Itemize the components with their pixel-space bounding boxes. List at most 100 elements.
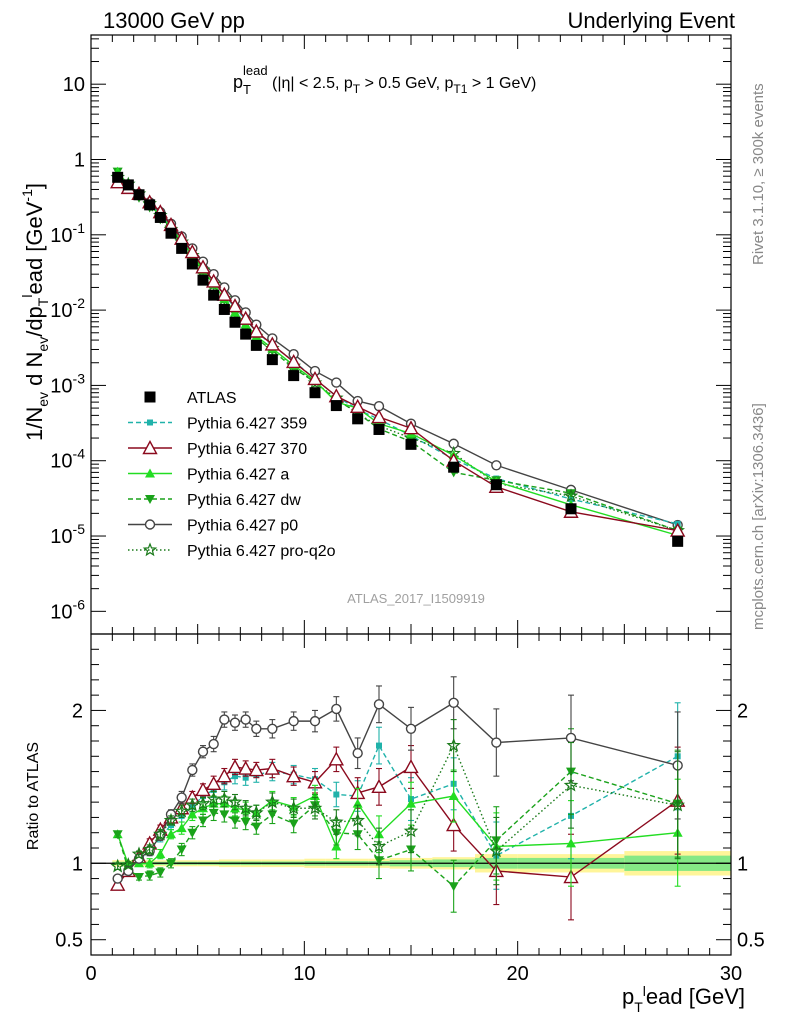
data-marker-down-triangle (144, 871, 155, 881)
data-marker-down-triangle (219, 810, 230, 820)
data-marker-square (208, 289, 220, 301)
data-marker-star (227, 794, 243, 809)
data-marker-down-triangle (187, 828, 198, 838)
data-marker-triangle (448, 791, 459, 801)
data-marker-star (195, 796, 211, 810)
data-marker-open-triangle (205, 775, 222, 790)
data-marker-square (266, 354, 278, 366)
legend-item-pp0: Pythia 6.427 p0 (128, 518, 298, 535)
data-marker-square-small (232, 773, 238, 780)
ratio-y-tick-label: 2 (72, 700, 83, 722)
data-marker-square (490, 479, 502, 491)
data-marker-square-small (333, 791, 340, 798)
data-marker-star (286, 800, 301, 815)
main-plot-panel: 10-6 10-5 10-4 10-3 10-2 10-1 1 10 (50, 34, 732, 635)
data-marker-square (565, 503, 577, 515)
data-marker-down-triangle (145, 495, 155, 504)
data-marker-open-triangle (216, 768, 233, 783)
data-marker-star (185, 797, 200, 812)
data-marker-triangle (176, 823, 187, 833)
data-marker-open-circle (229, 717, 241, 728)
data-marker-open-triangle (184, 244, 201, 259)
data-marker-open-triangle (264, 336, 281, 351)
data-marker-square (250, 339, 262, 351)
data-marker-open-circle (240, 714, 251, 725)
data-marker-triangle (566, 838, 576, 848)
data-marker-square (154, 211, 166, 223)
data-marker-star (446, 737, 461, 752)
data-marker-open-triangle (195, 781, 211, 797)
svg-text:1/Nev d Nev/dpTlead [GeV-1]: 1/Nev d Nev/dpTlead [GeV-1] (19, 183, 51, 441)
data-marker-open-circle (565, 732, 577, 744)
data-marker-open-circle (491, 460, 502, 471)
data-marker-star (163, 812, 179, 827)
series-atlas (112, 171, 684, 547)
data-marker-square (448, 461, 460, 473)
data-marker-open-circle (352, 748, 363, 759)
y-tick-label: 10-6 (50, 596, 85, 623)
legend-label-pdw: Pythia 6.427 dw (187, 492, 301, 509)
data-marker-star (670, 797, 685, 812)
legend-item-pdw: Pythia 6.427 dw (128, 492, 301, 509)
data-marker-open-triangle (445, 817, 462, 832)
x-tick-label: 10 (293, 963, 315, 985)
data-marker-open-circle (208, 738, 219, 750)
data-marker-down-triangle (448, 882, 459, 892)
data-marker-down-triangle (166, 859, 176, 869)
ratio-y-tick-label-right: 2 (737, 700, 748, 722)
data-marker-open-triangle (349, 398, 366, 414)
data-marker-down-triangle (176, 845, 187, 855)
data-marker-star (371, 838, 387, 853)
y-tick-label: 10-1 (50, 220, 85, 247)
legend-label-p359: Pythia 6.427 359 (187, 416, 307, 433)
plot-title: pTlead (|η| < 2.5, pT > 0.5 GeV, pT1 > 1… (233, 63, 536, 97)
legend-label-atlas: ATLAS (187, 390, 237, 407)
legend-item-pa: Pythia 6.427 a (128, 467, 289, 484)
legend-label-pp0: Pythia 6.427 p0 (187, 518, 298, 535)
data-marker-star (265, 794, 280, 809)
data-marker-open-circle (331, 377, 342, 388)
data-marker-open-triangle (205, 273, 222, 288)
legend: ATLAS Pythia 6.427 359 Pythia 6.427 370 Pyt… (128, 390, 336, 560)
y-tick-label: 10-2 (50, 295, 85, 322)
data-marker-open-circle (197, 746, 209, 757)
data-marker-down-triangle (112, 830, 123, 840)
data-marker-star (329, 814, 344, 829)
data-marker-open-triangle (216, 286, 233, 301)
data-marker-square (229, 316, 241, 328)
data-marker-open-triangle (403, 420, 419, 435)
data-marker-square (330, 400, 342, 412)
data-marker-open-triangle (403, 759, 419, 774)
data-marker-down-triangle (198, 816, 208, 826)
header-left: 13000 GeV pp (103, 8, 245, 33)
ratio-series-pq2o (110, 719, 685, 886)
data-marker-triangle (145, 468, 155, 478)
data-marker-square (405, 438, 417, 450)
data-marker-star (142, 841, 157, 856)
data-marker-open-circle (448, 697, 459, 708)
legend-label-p370: Pythia 6.427 370 (187, 441, 307, 458)
legend-item-pq2o: Pythia 6.427 pro-q2o (128, 542, 336, 560)
data-marker-square (186, 258, 198, 270)
data-marker-star (142, 542, 158, 557)
data-marker-square (165, 227, 177, 239)
data-marker-open-circle (219, 714, 230, 725)
data-marker-square (133, 189, 145, 201)
y-tick-label: 10-4 (50, 446, 85, 473)
data-marker-open-circle (112, 873, 123, 884)
data-marker-square (309, 387, 321, 399)
data-marker-down-triangle (566, 489, 576, 499)
data-marker-square (218, 303, 230, 315)
data-marker-star (217, 791, 232, 806)
data-marker-square-small (242, 774, 249, 781)
data-marker-star (174, 803, 189, 818)
ratio-plot-panel: 0 10 20 30 0.5 0.5 1 1 2 2 (55, 633, 765, 985)
data-marker-star (238, 800, 253, 815)
x-tick-label: 20 (507, 963, 529, 985)
rivet-label: Rivet 3.1.10, ≥ 300k events (750, 83, 767, 265)
data-marker-open-circle (491, 737, 502, 748)
data-marker-open-circle (309, 715, 321, 727)
data-marker-down-triangle (155, 868, 166, 878)
data-marker-down-triangle (288, 819, 299, 829)
y-tick-label: 10 (63, 74, 85, 96)
